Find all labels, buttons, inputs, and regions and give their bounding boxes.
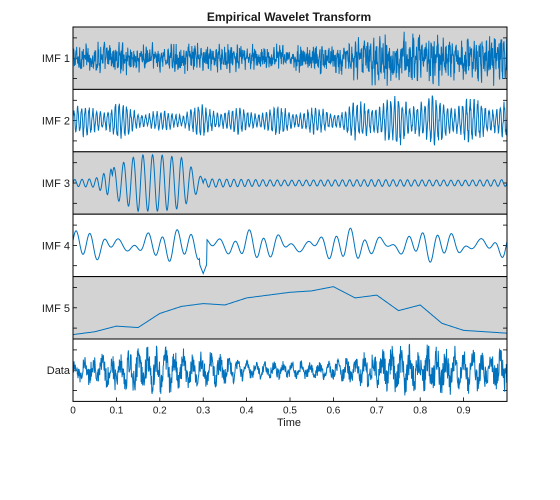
panel-stack: IMF 1 IMF 2 IMF 3 IMF 4 IMF 5 Data <box>42 26 508 402</box>
panel-background <box>73 214 507 277</box>
x-tick-label: 0.1 <box>109 405 123 416</box>
series-line-imf-4 <box>72 227 508 275</box>
panel-data: Data <box>47 338 508 402</box>
panel-imf-3: IMF 3 <box>42 151 508 215</box>
series-line-data <box>72 343 508 396</box>
x-tick-label: 0.3 <box>196 405 210 416</box>
series-line-imf-2 <box>72 95 508 146</box>
chart-title: Empirical Wavelet Transform <box>207 10 371 24</box>
series-line-imf-1 <box>72 31 508 87</box>
panel-label: IMF 4 <box>42 240 70 252</box>
panel-imf-2: IMF 2 <box>42 88 508 153</box>
series-line-imf-3 <box>72 153 508 213</box>
x-tick-label: 0.7 <box>370 405 384 416</box>
panel-label: IMF 2 <box>42 116 70 128</box>
x-tick-label: 0.6 <box>326 405 340 416</box>
panel-label: Data <box>47 365 71 377</box>
x-axis: 0 0.1 0.2 0.3 0.4 0.5 0.6 0.7 0.8 0.9 <box>70 397 471 416</box>
x-tick-label: 0.5 <box>283 405 297 416</box>
panel-background <box>73 276 507 339</box>
x-tick-label: 0.4 <box>240 405 254 416</box>
panel-imf-4: IMF 4 <box>42 213 508 278</box>
x-tick-label: 0.9 <box>457 405 471 416</box>
series-line-imf-5 <box>72 286 508 336</box>
x-axis-label: Time <box>277 417 301 429</box>
x-tick-label: 0 <box>70 405 76 416</box>
x-tick-label: 0.8 <box>413 405 427 416</box>
panel-label: IMF 1 <box>42 53 70 65</box>
panel-label: IMF 3 <box>42 178 70 190</box>
panel-label: IMF 5 <box>42 303 70 315</box>
x-tick-label: 0.2 <box>153 405 167 416</box>
panel-imf-1: IMF 1 <box>42 26 508 90</box>
panel-imf-5: IMF 5 <box>42 276 508 340</box>
